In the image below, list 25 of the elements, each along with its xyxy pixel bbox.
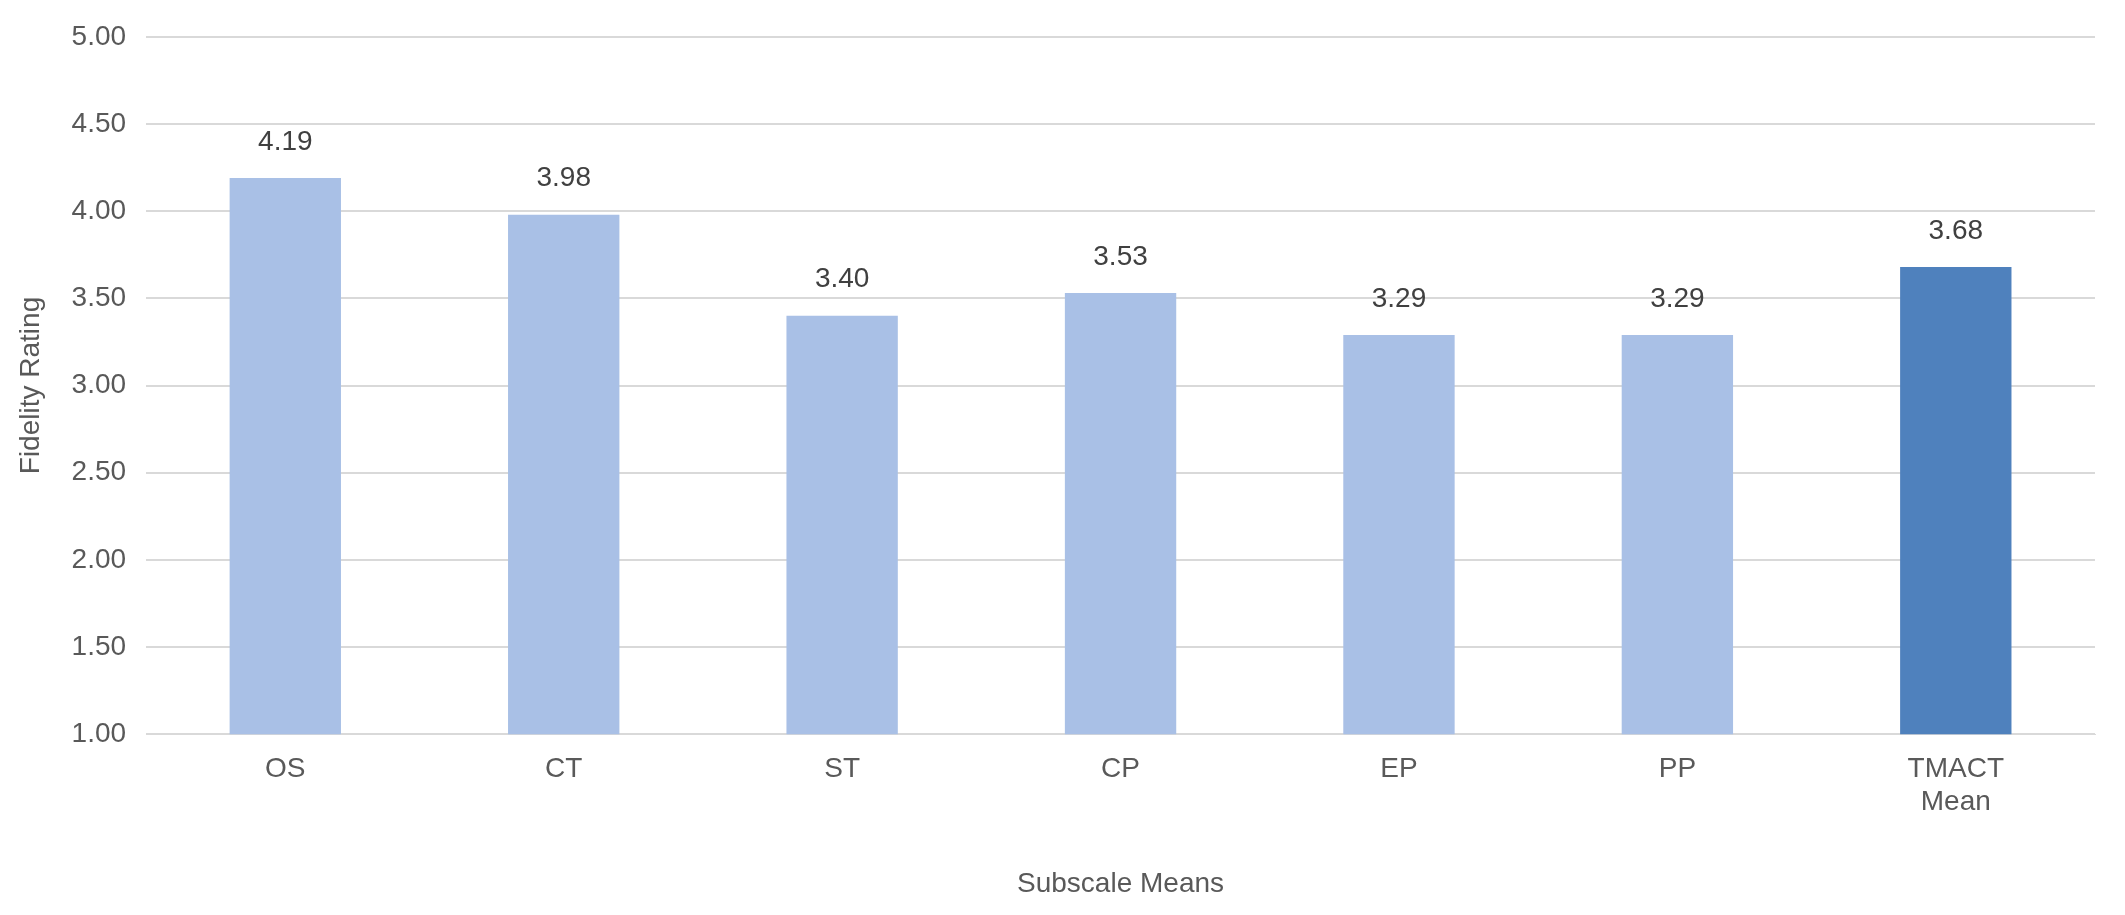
y-tick-label: 3.00 [71, 368, 127, 400]
data-label: 3.68 [1928, 213, 1984, 245]
x-tick-label: PP [1658, 751, 1697, 783]
x-tick-label: OS [265, 751, 306, 783]
y-tick-label: 1.00 [71, 716, 127, 748]
y-tick-label: 4.00 [71, 193, 127, 225]
data-label: 4.19 [258, 124, 313, 156]
y-axis-title: Fidelity Rating [13, 296, 45, 475]
y-tick-label: 1.50 [71, 629, 127, 661]
data-label: 3.53 [1093, 239, 1148, 271]
y-tick-label: 4.50 [71, 106, 127, 138]
data-label: 3.29 [1650, 281, 1705, 313]
x-tick-label: CP [1101, 751, 1140, 783]
x-tick-label: CT [545, 751, 583, 783]
y-tick-label: 3.50 [71, 281, 127, 313]
x-axis-title: Subscale Means [1017, 866, 1225, 898]
x-tick-label: EP [1380, 751, 1418, 783]
y-tick-label: 2.00 [71, 542, 127, 574]
x-tick-label: TMACT Mean [1907, 751, 2005, 817]
data-label: 3.40 [814, 262, 870, 294]
y-tick-label: 5.00 [71, 19, 127, 51]
y-tick-label: 2.50 [71, 455, 127, 487]
x-tick-label: ST [824, 751, 861, 783]
data-label: 3.98 [536, 161, 591, 193]
data-label: 3.29 [1371, 281, 1427, 313]
